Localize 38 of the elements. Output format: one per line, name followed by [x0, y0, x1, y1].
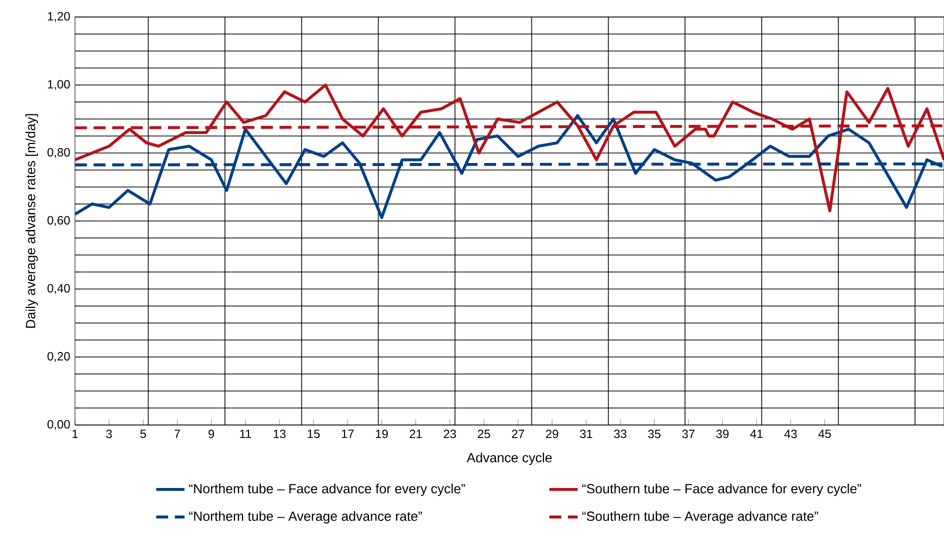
x-tick-label: 41: [750, 430, 763, 438]
x-tick-label: 17: [342, 430, 354, 438]
x-tick-label: 15: [308, 430, 320, 438]
x-tick-label: 29: [546, 430, 558, 438]
x-tick-label: 19: [376, 430, 388, 438]
y-tick-label: 0,20: [47, 352, 70, 362]
legend-label: “Northem tube – Average advance rate”: [189, 511, 422, 524]
line-series: [75, 114, 944, 220]
x-tick-label: 37: [682, 430, 694, 438]
x-tick-label: 25: [478, 430, 490, 438]
x-tick-label: 35: [648, 430, 660, 438]
x-tick-label: 23: [444, 430, 456, 438]
x-tick-label: 9: [208, 430, 214, 438]
x-axis-title: Advance cycle: [466, 452, 552, 465]
x-tick-label: 21: [410, 430, 422, 438]
y-axis-title: Daily average advanse rates [m/day]: [26, 114, 38, 328]
x-tick-label: 5: [140, 430, 146, 438]
x-tick-label: 31: [580, 430, 592, 438]
x-tick-label: 7: [174, 430, 180, 438]
x-tick-label: 11: [240, 430, 252, 438]
y-tick-label: 0,00: [47, 420, 70, 430]
x-tick-label: 1: [72, 430, 78, 438]
y-tick-label: 0,40: [47, 284, 70, 294]
x-tick-label: 39: [716, 430, 729, 438]
y-tick-label: 1,20: [48, 12, 70, 22]
x-tick-label: 3: [106, 430, 112, 438]
line-series: [75, 84, 944, 212]
legend-label: “Southern tube – Average advance rate”: [582, 511, 818, 524]
x-tick-label: 43: [784, 430, 797, 438]
legend-label: “Northem tube – Face advance for every cycle”: [189, 484, 465, 496]
x-tick-label: 33: [614, 430, 626, 438]
y-tick-label: 0,80: [47, 148, 70, 158]
x-tick-label: 13: [274, 430, 286, 438]
y-tick-label: 1,00: [48, 80, 70, 90]
y-tick-label: 0,60: [47, 216, 70, 226]
x-tick-label: 27: [512, 430, 524, 438]
legend-label: “Southern tube – Face advance for every cycle”: [582, 484, 862, 496]
x-tick-label: 45: [818, 430, 831, 438]
